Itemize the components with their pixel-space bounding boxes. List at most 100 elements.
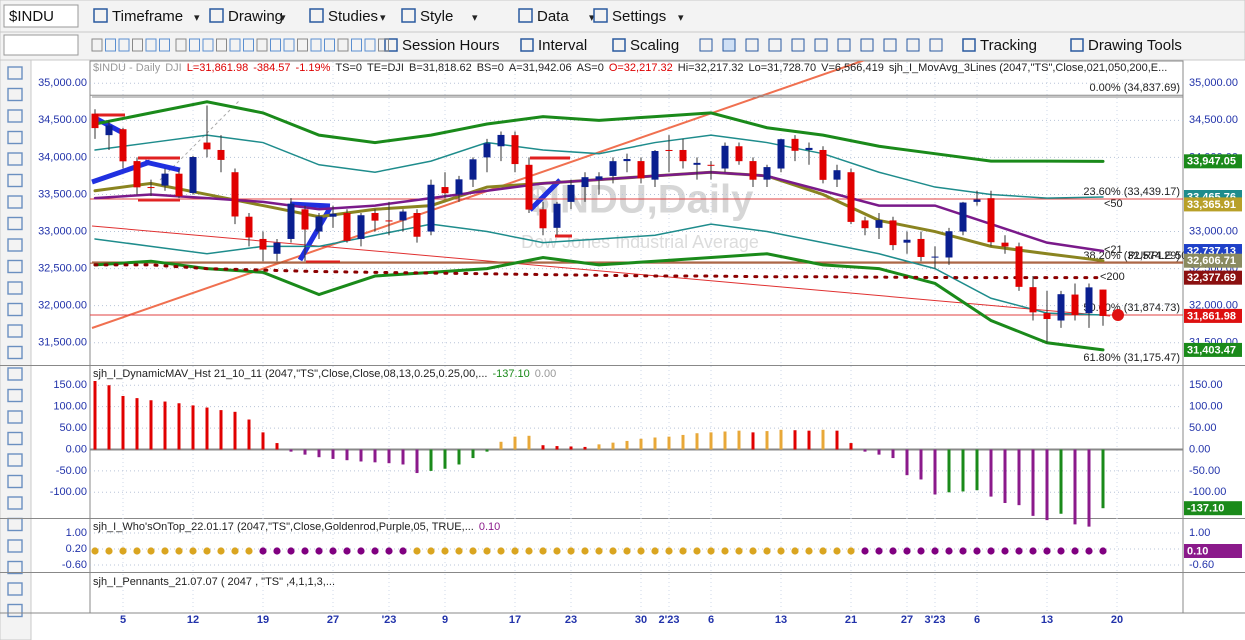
candle-body	[119, 129, 127, 162]
menu-item[interactable]: Drawing	[228, 8, 283, 25]
menu-item[interactable]: Interval	[538, 37, 587, 54]
menu-item[interactable]: Tracking	[980, 37, 1037, 54]
candle-body	[1043, 313, 1051, 320]
toolbar-button[interactable]	[883, 38, 897, 52]
toolbar-button[interactable]	[189, 38, 200, 52]
candle-body	[861, 220, 869, 229]
price-badge-label: 33,365.91	[1187, 199, 1236, 211]
price-badge	[1184, 253, 1242, 268]
tool-icon[interactable]	[7, 324, 23, 338]
toolbar-button[interactable]	[159, 38, 170, 52]
tool-icon[interactable]	[7, 410, 23, 424]
candle-body	[525, 164, 533, 210]
candle-body	[833, 170, 841, 180]
toolbar-button[interactable]	[768, 38, 782, 52]
tool-icon[interactable]	[7, 66, 23, 80]
toolbar-button[interactable]	[929, 38, 943, 52]
toolbar-button[interactable]	[906, 38, 920, 52]
toolbar-button[interactable]	[229, 38, 241, 52]
toolbar-button[interactable]	[132, 38, 143, 52]
tool-icon[interactable]	[7, 109, 23, 123]
menu-item[interactable]: Data	[537, 8, 569, 25]
leader-dot	[315, 547, 323, 555]
candle-body	[357, 215, 365, 239]
menu-item[interactable]: Drawing Tools	[1088, 37, 1182, 54]
tool-icon[interactable]	[7, 259, 23, 274]
tool-icon[interactable]	[7, 496, 23, 510]
tool-icon[interactable]	[7, 582, 23, 596]
tool-icon[interactable]	[7, 388, 23, 403]
tool-icon[interactable]	[7, 130, 23, 145]
toolbar-button[interactable]	[310, 38, 322, 52]
toolbar-button[interactable]	[283, 38, 295, 52]
toolbar-button[interactable]	[175, 38, 187, 52]
toolbar-button[interactable]	[699, 38, 713, 52]
toolbar-button[interactable]	[270, 38, 281, 52]
y-tick-label-left: 35,000.00	[38, 77, 87, 89]
tool-icon[interactable]	[7, 367, 23, 381]
toolbar-button[interactable]	[791, 38, 805, 52]
tool-icon[interactable]	[7, 560, 23, 575]
panel-header: sjh_I_Who'sOnTop_22.01.17 (2047,"TS",Clo…	[93, 521, 500, 533]
symbol[interactable]: $INDU	[9, 8, 54, 25]
toolbar-button[interactable]	[860, 38, 874, 52]
toolbar-button[interactable]	[351, 38, 362, 52]
tool-icon[interactable]	[7, 603, 23, 618]
toolbar-button[interactable]	[324, 38, 335, 52]
menu-item[interactable]: Style	[420, 8, 453, 25]
toolbar-button[interactable]	[337, 38, 349, 52]
x-tick-label: 23	[565, 614, 577, 626]
header-item: O=32,217.32	[609, 62, 673, 74]
symbol-box-2[interactable]	[3, 34, 79, 56]
toolbar-button[interactable]	[118, 38, 130, 52]
toolbar-button[interactable]	[256, 38, 268, 52]
tool-icon[interactable]	[7, 474, 23, 489]
leader-dot	[273, 547, 281, 555]
y-tick-label-right: 100.00	[1189, 401, 1223, 413]
symbol-box[interactable]	[3, 4, 79, 28]
leader-dot	[889, 547, 897, 555]
leader-dot	[1085, 547, 1093, 555]
toolbar-button[interactable]	[202, 38, 214, 52]
grid	[0, 62, 1245, 612]
toolbar-button[interactable]	[837, 38, 851, 52]
menu-item[interactable]: Studies	[328, 8, 378, 25]
toolbar-button[interactable]	[745, 38, 759, 52]
toolbar-button[interactable]	[722, 38, 736, 52]
tool-icon[interactable]	[7, 238, 23, 252]
toolbar-button[interactable]	[243, 38, 254, 52]
tool-icon[interactable]	[7, 195, 23, 209]
x-tick-label: 3'23	[925, 614, 946, 626]
tool-icon[interactable]	[7, 539, 23, 553]
indicator-line	[94, 134, 1104, 199]
tool-icon[interactable]	[7, 87, 23, 102]
tool-icon[interactable]	[7, 281, 23, 295]
tool-icon[interactable]	[7, 152, 23, 166]
leader-dot	[861, 547, 869, 555]
toolbar-button[interactable]	[91, 38, 103, 52]
toolbar-button[interactable]	[814, 38, 828, 52]
toolbar-button[interactable]	[297, 38, 308, 52]
tool-icon[interactable]	[7, 431, 23, 446]
tool-icon[interactable]	[7, 453, 23, 467]
leader-dot	[189, 547, 197, 555]
menu-item[interactable]: Settings	[612, 8, 666, 25]
candle-body	[623, 159, 631, 162]
menu-item[interactable]: Scaling	[630, 37, 679, 54]
toolbar-button[interactable]	[105, 38, 116, 52]
leader-dot	[413, 547, 421, 555]
leader-dot	[525, 547, 533, 555]
toolbar-button[interactable]	[145, 38, 157, 52]
toolbar-button[interactable]	[378, 38, 389, 52]
toolbar-button[interactable]	[216, 38, 227, 52]
tool-icon[interactable]	[7, 216, 23, 231]
toolbar-button[interactable]	[364, 38, 376, 52]
tool-icon[interactable]	[7, 173, 23, 188]
leader-dot	[371, 547, 379, 555]
tool-icon[interactable]	[7, 302, 23, 317]
tool-icon[interactable]	[7, 345, 23, 360]
menu-item[interactable]: Session Hours	[402, 37, 500, 54]
y-tick-label-right: 0.00	[1189, 443, 1210, 455]
menu-item[interactable]: Timeframe	[112, 8, 183, 25]
y-tick-label-right: 1.00	[1189, 527, 1210, 539]
